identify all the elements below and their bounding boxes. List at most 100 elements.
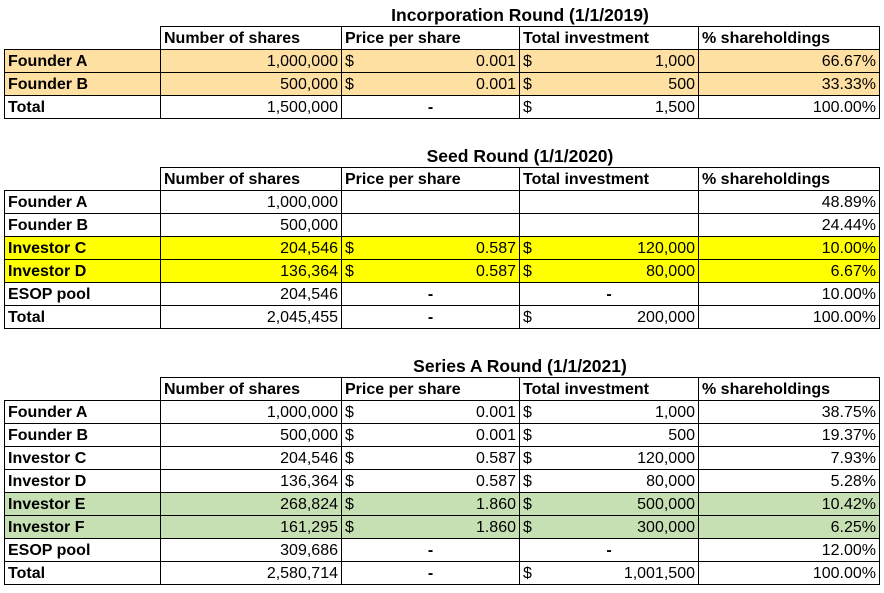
investment-cell[interactable] xyxy=(519,213,699,237)
shareholding-cell[interactable]: 5.28% xyxy=(698,469,880,493)
shareholding-cell[interactable]: 10.00% xyxy=(698,236,880,260)
price-cell[interactable]: $0.001 xyxy=(341,49,520,73)
shareholding-cell[interactable]: 10.00% xyxy=(698,282,880,306)
header-total-investment[interactable]: Total investment xyxy=(519,377,699,401)
shares-cell[interactable]: 136,364 xyxy=(160,469,342,493)
header-shareholdings[interactable]: % shareholdings xyxy=(698,377,880,401)
row-label-cell[interactable]: Investor D xyxy=(4,469,161,493)
investment-cell[interactable]: $80,000 xyxy=(519,259,699,283)
investment-cell[interactable]: - xyxy=(519,282,699,306)
row-label-cell[interactable]: Investor C xyxy=(4,236,161,260)
row-label-cell[interactable]: Investor F xyxy=(4,515,161,539)
investment-cell[interactable]: $200,000 xyxy=(519,305,699,329)
shareholding-cell[interactable]: 33.33% xyxy=(698,72,880,96)
shareholding-cell[interactable]: 10.42% xyxy=(698,492,880,516)
table-row: Founder B 500,000 24.44% xyxy=(4,213,880,237)
price-cell[interactable]: - xyxy=(341,305,520,329)
investment-cell[interactable]: $500,000 xyxy=(519,492,699,516)
shareholding-cell[interactable]: 6.25% xyxy=(698,515,880,539)
shares-cell[interactable]: 309,686 xyxy=(160,538,342,562)
row-label-cell[interactable]: Investor C xyxy=(4,446,161,470)
price-cell[interactable]: $0.001 xyxy=(341,72,520,96)
header-shareholdings[interactable]: % shareholdings xyxy=(698,167,880,191)
header-number-of-shares[interactable]: Number of shares xyxy=(160,167,342,191)
investment-cell[interactable]: $500 xyxy=(519,72,699,96)
row-label-cell[interactable]: Total xyxy=(4,305,161,329)
price-cell[interactable]: - xyxy=(341,95,520,119)
row-label-cell[interactable]: Total xyxy=(4,561,161,585)
header-number-of-shares[interactable]: Number of shares xyxy=(160,26,342,50)
price-cell[interactable] xyxy=(341,190,520,214)
price-cell[interactable]: $0.001 xyxy=(341,400,520,424)
investment-cell[interactable]: $1,500 xyxy=(519,95,699,119)
investment-cell[interactable]: $120,000 xyxy=(519,236,699,260)
investment-cell[interactable]: - xyxy=(519,538,699,562)
investment-cell[interactable]: $500 xyxy=(519,423,699,447)
shareholding-cell[interactable]: 100.00% xyxy=(698,305,880,329)
header-price-per-share[interactable]: Price per share xyxy=(341,167,520,191)
shares-cell[interactable]: 500,000 xyxy=(160,213,342,237)
investment-cell[interactable]: $80,000 xyxy=(519,469,699,493)
row-label-cell[interactable]: Founder A xyxy=(4,400,161,424)
shareholding-cell[interactable]: 66.67% xyxy=(698,49,880,73)
shareholding-cell[interactable]: 6.67% xyxy=(698,259,880,283)
shareholding-cell[interactable]: 100.00% xyxy=(698,95,880,119)
shareholding-cell[interactable]: 38.75% xyxy=(698,400,880,424)
shares-cell[interactable]: 204,546 xyxy=(160,282,342,306)
row-label-cell[interactable]: Founder B xyxy=(4,213,161,237)
row-label-cell[interactable]: Founder A xyxy=(4,49,161,73)
shares-cell[interactable]: 1,000,000 xyxy=(160,400,342,424)
row-label-cell[interactable]: ESOP pool xyxy=(4,538,161,562)
header-total-investment[interactable]: Total investment xyxy=(519,26,699,50)
row-label-cell[interactable]: Total xyxy=(4,95,161,119)
row-label-cell[interactable]: ESOP pool xyxy=(4,282,161,306)
investment-cell[interactable] xyxy=(519,190,699,214)
investment-cell[interactable]: $1,000 xyxy=(519,400,699,424)
shares-cell[interactable]: 1,000,000 xyxy=(160,49,342,73)
shares-cell[interactable]: 500,000 xyxy=(160,423,342,447)
investment-cell[interactable]: $1,000 xyxy=(519,49,699,73)
header-total-investment[interactable]: Total investment xyxy=(519,167,699,191)
shares-cell[interactable]: 136,364 xyxy=(160,259,342,283)
price-cell[interactable]: - xyxy=(341,538,520,562)
shares-cell[interactable]: 500,000 xyxy=(160,72,342,96)
table-row: Founder B 500,000 $0.001 $500 33.33% xyxy=(4,72,880,96)
shares-cell[interactable]: 204,546 xyxy=(160,236,342,260)
row-label-cell[interactable]: Founder A xyxy=(4,190,161,214)
shares-cell[interactable]: 204,546 xyxy=(160,446,342,470)
investment-cell[interactable]: $1,001,500 xyxy=(519,561,699,585)
row-label-cell[interactable]: Founder B xyxy=(4,72,161,96)
header-shareholdings[interactable]: % shareholdings xyxy=(698,26,880,50)
price-cell[interactable]: $0.001 xyxy=(341,423,520,447)
price-cell[interactable]: - xyxy=(341,561,520,585)
shares-cell[interactable]: 2,580,714 xyxy=(160,561,342,585)
price-cell[interactable]: $0.587 xyxy=(341,446,520,470)
price-cell[interactable] xyxy=(341,213,520,237)
shareholding-cell[interactable]: 24.44% xyxy=(698,213,880,237)
shares-cell[interactable]: 1,500,000 xyxy=(160,95,342,119)
investment-cell[interactable]: $300,000 xyxy=(519,515,699,539)
row-label-cell[interactable]: Investor E xyxy=(4,492,161,516)
shareholding-cell[interactable]: 19.37% xyxy=(698,423,880,447)
price-cell[interactable]: $0.587 xyxy=(341,259,520,283)
shares-cell[interactable]: 161,295 xyxy=(160,515,342,539)
price-cell[interactable]: $0.587 xyxy=(341,236,520,260)
table-row: Total 2,045,455 - $200,000 100.00% xyxy=(4,305,880,329)
row-label-cell[interactable]: Founder B xyxy=(4,423,161,447)
shares-cell[interactable]: 1,000,000 xyxy=(160,190,342,214)
header-price-per-share[interactable]: Price per share xyxy=(341,26,520,50)
price-cell[interactable]: $0.587 xyxy=(341,469,520,493)
shares-cell[interactable]: 268,824 xyxy=(160,492,342,516)
investment-cell[interactable]: $120,000 xyxy=(519,446,699,470)
shareholding-cell[interactable]: 48.89% xyxy=(698,190,880,214)
shareholding-cell[interactable]: 100.00% xyxy=(698,561,880,585)
price-cell[interactable]: - xyxy=(341,282,520,306)
shareholding-cell[interactable]: 7.93% xyxy=(698,446,880,470)
header-number-of-shares[interactable]: Number of shares xyxy=(160,377,342,401)
row-label-cell[interactable]: Investor D xyxy=(4,259,161,283)
price-cell[interactable]: $1.860 xyxy=(341,515,520,539)
shareholding-cell[interactable]: 12.00% xyxy=(698,538,880,562)
shares-cell[interactable]: 2,045,455 xyxy=(160,305,342,329)
header-price-per-share[interactable]: Price per share xyxy=(341,377,520,401)
price-cell[interactable]: $1.860 xyxy=(341,492,520,516)
